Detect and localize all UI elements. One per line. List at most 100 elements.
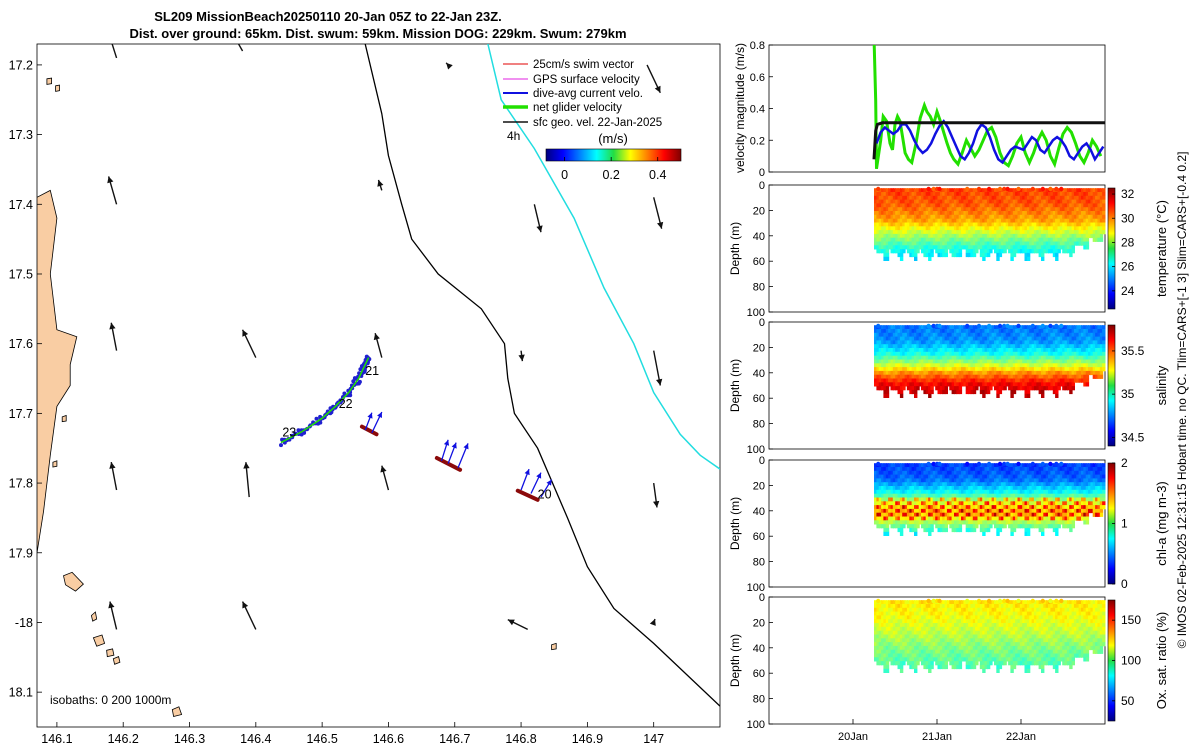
chla-cell (1001, 501, 1005, 506)
temperature-cell (935, 214, 939, 219)
salinity-cell (1066, 351, 1071, 356)
salinity-cell (996, 351, 1000, 356)
salinity-cell (923, 329, 927, 334)
temperature-cell (968, 214, 972, 219)
temperature-cell (911, 222, 915, 227)
temperature-cell (881, 222, 885, 227)
temperature-cell (951, 226, 955, 231)
salinity-cell (1005, 363, 1010, 368)
temperature-cell (1048, 195, 1052, 200)
temperature-cell (1005, 195, 1010, 200)
chla-cell (914, 467, 918, 472)
salinity-cell (991, 363, 995, 368)
temperature-cell (885, 237, 890, 242)
temperature-cell (1078, 218, 1082, 223)
salinity-cell (998, 348, 1003, 353)
chla-cell (909, 505, 913, 510)
temperature-cell (989, 237, 993, 242)
salinity-cell (1041, 329, 1045, 334)
dive-arrow-head (524, 469, 530, 476)
salinity-cell (899, 389, 904, 395)
salinity-cell (1041, 336, 1045, 341)
chla-cell (998, 486, 1003, 491)
chla-cell (996, 520, 1000, 525)
chla-cell (1017, 486, 1021, 491)
salinity-cell (1026, 348, 1031, 353)
temperature-cell (1026, 241, 1031, 246)
temperature-cell (998, 199, 1003, 204)
salinity-cell (925, 374, 930, 379)
salinity-cell (977, 370, 981, 376)
salinity-cell (1043, 374, 1047, 379)
temperature-cell (902, 214, 906, 219)
temperature-cell (1102, 195, 1106, 200)
chla-cell (909, 474, 913, 479)
temperature-cell (906, 188, 911, 193)
salinity-cell (925, 348, 930, 353)
chla-cell (951, 474, 955, 479)
temperature-cell (1031, 192, 1035, 197)
chla-cell (1015, 489, 1019, 494)
temperature-cell (1066, 237, 1071, 242)
salinity-cell (892, 359, 897, 364)
temperature-cell (977, 245, 981, 250)
salinity-cell (942, 344, 946, 349)
chla-cell (1003, 505, 1007, 510)
chla-cell (951, 501, 955, 506)
salinity-cell (1033, 382, 1038, 387)
temperature-cell (904, 218, 908, 223)
temperature-cell (1059, 241, 1064, 246)
salinity-cell (986, 355, 991, 360)
speed-colorbar-tick-label: 0 (561, 168, 568, 182)
chla-cell (1015, 482, 1019, 487)
temperature-cell (916, 226, 920, 231)
chla-cell (1024, 489, 1028, 494)
salinity-cell (1048, 370, 1052, 376)
chla-cell (885, 493, 890, 498)
chla-cell (1029, 493, 1033, 498)
chla-cell (1036, 512, 1040, 517)
temperature-cell (979, 207, 984, 212)
salinity-cell (1008, 370, 1012, 376)
salinity-cell (994, 359, 998, 364)
chla-cell (895, 505, 899, 510)
salinity-cell (878, 355, 883, 360)
temperature-cell (921, 211, 925, 216)
temperature-cell (1066, 203, 1071, 208)
chla-cell (890, 470, 894, 475)
temperature-cell (994, 226, 998, 231)
salinity-cell (925, 329, 930, 334)
chla-cell (1017, 520, 1021, 525)
temperature-cell (1008, 203, 1012, 208)
salinity-cell (939, 344, 944, 349)
salinity-cell (1024, 374, 1028, 379)
salinity-cell (883, 382, 887, 387)
salinity-cell (946, 355, 951, 360)
salinity-cell (881, 386, 885, 391)
salinity-cell (1017, 329, 1021, 334)
temperature-cell (1085, 230, 1090, 235)
chla-cell (911, 516, 915, 521)
temperature-cell (1092, 214, 1097, 219)
temperature-cell (921, 199, 925, 204)
temperature-cell (1050, 192, 1054, 197)
temperature-cell (932, 233, 937, 239)
day-label: 22 (339, 397, 353, 411)
temperature-cell (939, 249, 944, 254)
chla-cell (1003, 516, 1007, 521)
temperature-cell (1066, 226, 1071, 231)
chla-cell (939, 478, 944, 483)
chla-cell (975, 478, 979, 483)
salinity-cell (998, 374, 1003, 379)
salinity-cell (946, 344, 951, 349)
salinity-cell (946, 378, 951, 383)
salinity-cell (1062, 386, 1066, 391)
temperature-surface-dot (1005, 186, 1010, 192)
temperature-cell (1029, 241, 1033, 246)
chla-cell (944, 482, 948, 487)
chla-cell (1038, 527, 1042, 533)
chla-cell (918, 520, 923, 525)
salinity-cell (951, 344, 955, 349)
salinity-cell (895, 325, 899, 330)
chla-cell (878, 474, 883, 479)
